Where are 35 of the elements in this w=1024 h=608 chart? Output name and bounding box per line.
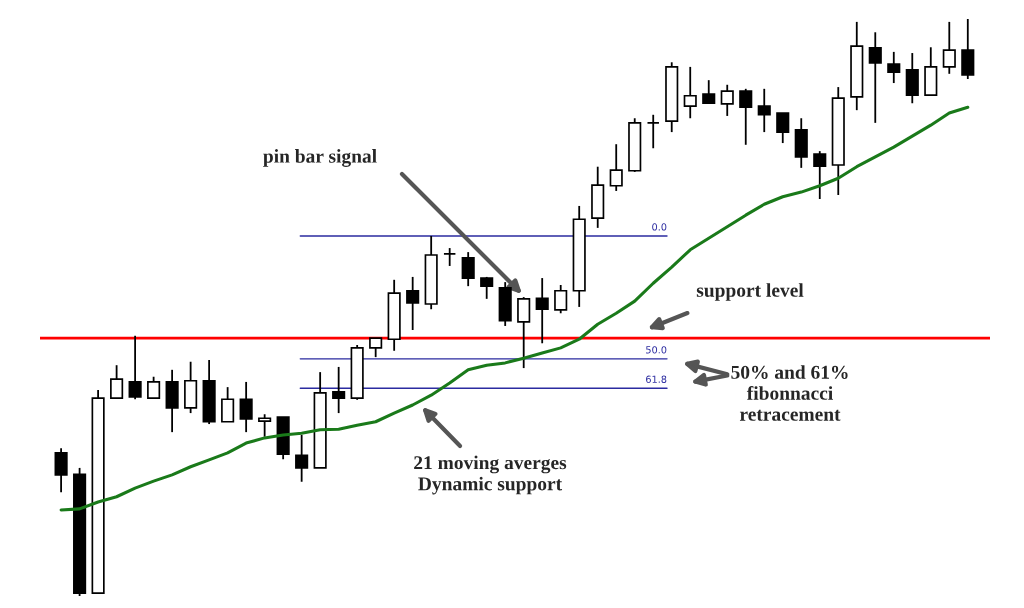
candlestick: [406, 276, 420, 331]
candlestick: [720, 83, 734, 117]
candlestick: [646, 113, 660, 150]
annotation: 0.0: [652, 223, 667, 231]
candlestick: [609, 143, 623, 192]
candlestick: [147, 375, 161, 399]
annotation: pin bar signal: [263, 149, 377, 167]
candlestick: [258, 413, 272, 438]
candlestick: [535, 277, 549, 345]
candlestick: [887, 50, 901, 84]
candlestick: [868, 31, 882, 124]
candlestick: [461, 251, 475, 288]
candlestick: [776, 112, 790, 144]
candlestick: [702, 79, 716, 105]
candlestick: [54, 447, 68, 494]
candlestick: [813, 150, 827, 200]
annotation: support level: [696, 283, 804, 301]
candlestick: [554, 284, 568, 315]
annotation: 50% and 61% fibonnacci retracement: [731, 365, 848, 421]
annotation: 21 moving averges Dynamic support: [414, 455, 567, 495]
candlestick: [942, 20, 956, 75]
candlestick: [110, 364, 124, 399]
candlestick: [443, 247, 457, 267]
candlestick: [239, 381, 253, 434]
candlestick: [683, 65, 697, 120]
candlestick: [332, 366, 346, 414]
candlestick: [295, 434, 309, 483]
candlestick: [739, 87, 753, 146]
candlestick: [221, 386, 235, 423]
annotation: 61.8: [646, 375, 667, 383]
candlestick: [517, 296, 531, 369]
candlestick: [128, 334, 142, 401]
candlestick: [757, 87, 771, 133]
candlestick: [369, 337, 383, 359]
annotation: 50.0: [646, 346, 667, 354]
